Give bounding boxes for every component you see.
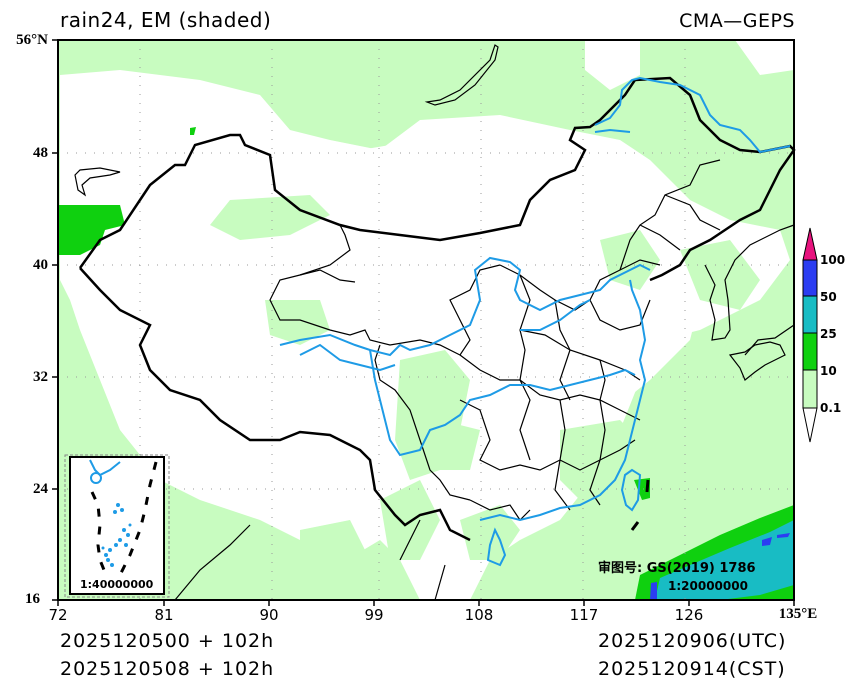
light-rain-areas	[190, 195, 760, 598]
boundary-dashes	[630, 479, 650, 531]
map-approval-number: 审图号: GS(2019) 1786	[598, 561, 756, 576]
y-tick-label: 40	[33, 257, 48, 273]
valid-time-cst: 2025120914(CST)	[598, 658, 786, 680]
province-borders	[269, 159, 721, 521]
x-tick-label: 90	[259, 606, 279, 624]
rivers	[279, 76, 791, 567]
neighbor-coastlines	[74, 44, 795, 601]
colorbar-label: 100	[820, 253, 846, 267]
x-tick-label: 126	[674, 606, 704, 624]
south-china-sea-inset	[69, 456, 165, 595]
colorbar	[802, 227, 818, 443]
x-tick-label: 108	[464, 606, 494, 624]
colorbar-label: 10	[820, 364, 837, 378]
model-name: CMA—GEPS	[679, 10, 795, 32]
map-scale: 1:20000000	[668, 579, 748, 593]
chart-title: rain24, EM (shaded)	[60, 8, 272, 32]
inset-outer-frame	[64, 454, 170, 598]
heavy-rain-areas	[655, 520, 794, 600]
colorbar-label: 0.1	[820, 401, 842, 415]
colorbar-label: 25	[820, 327, 837, 341]
y-tick-label: 24	[33, 481, 48, 497]
colorbar-label: 50	[820, 290, 837, 304]
x-tick-label: 72	[48, 606, 68, 624]
init-time-cst: 2025120508 + 102h	[60, 658, 275, 680]
x-tick-label: 99	[364, 606, 384, 624]
y-tick-label: 48	[33, 145, 48, 161]
inset-rivers	[89, 459, 121, 484]
storm-areas	[650, 533, 790, 600]
x-tick-label: 135°E	[778, 606, 818, 622]
inset-scale: 1:40000000	[80, 578, 154, 591]
valid-time-utc: 2025120906(UTC)	[598, 630, 787, 652]
nine-dash-line	[90, 461, 158, 576]
y-tick-label: 16	[25, 591, 40, 607]
plot-frame	[57, 39, 795, 601]
y-tick-label: 56°N	[16, 32, 48, 48]
inset-islands	[101, 503, 132, 567]
x-tick-label: 117	[569, 606, 599, 624]
axis-ticks	[52, 39, 795, 606]
init-time-utc: 2025120500 + 102h	[60, 630, 275, 652]
x-tick-label: 81	[154, 606, 174, 624]
y-tick-label: 32	[33, 369, 48, 385]
national-border	[78, 76, 796, 542]
